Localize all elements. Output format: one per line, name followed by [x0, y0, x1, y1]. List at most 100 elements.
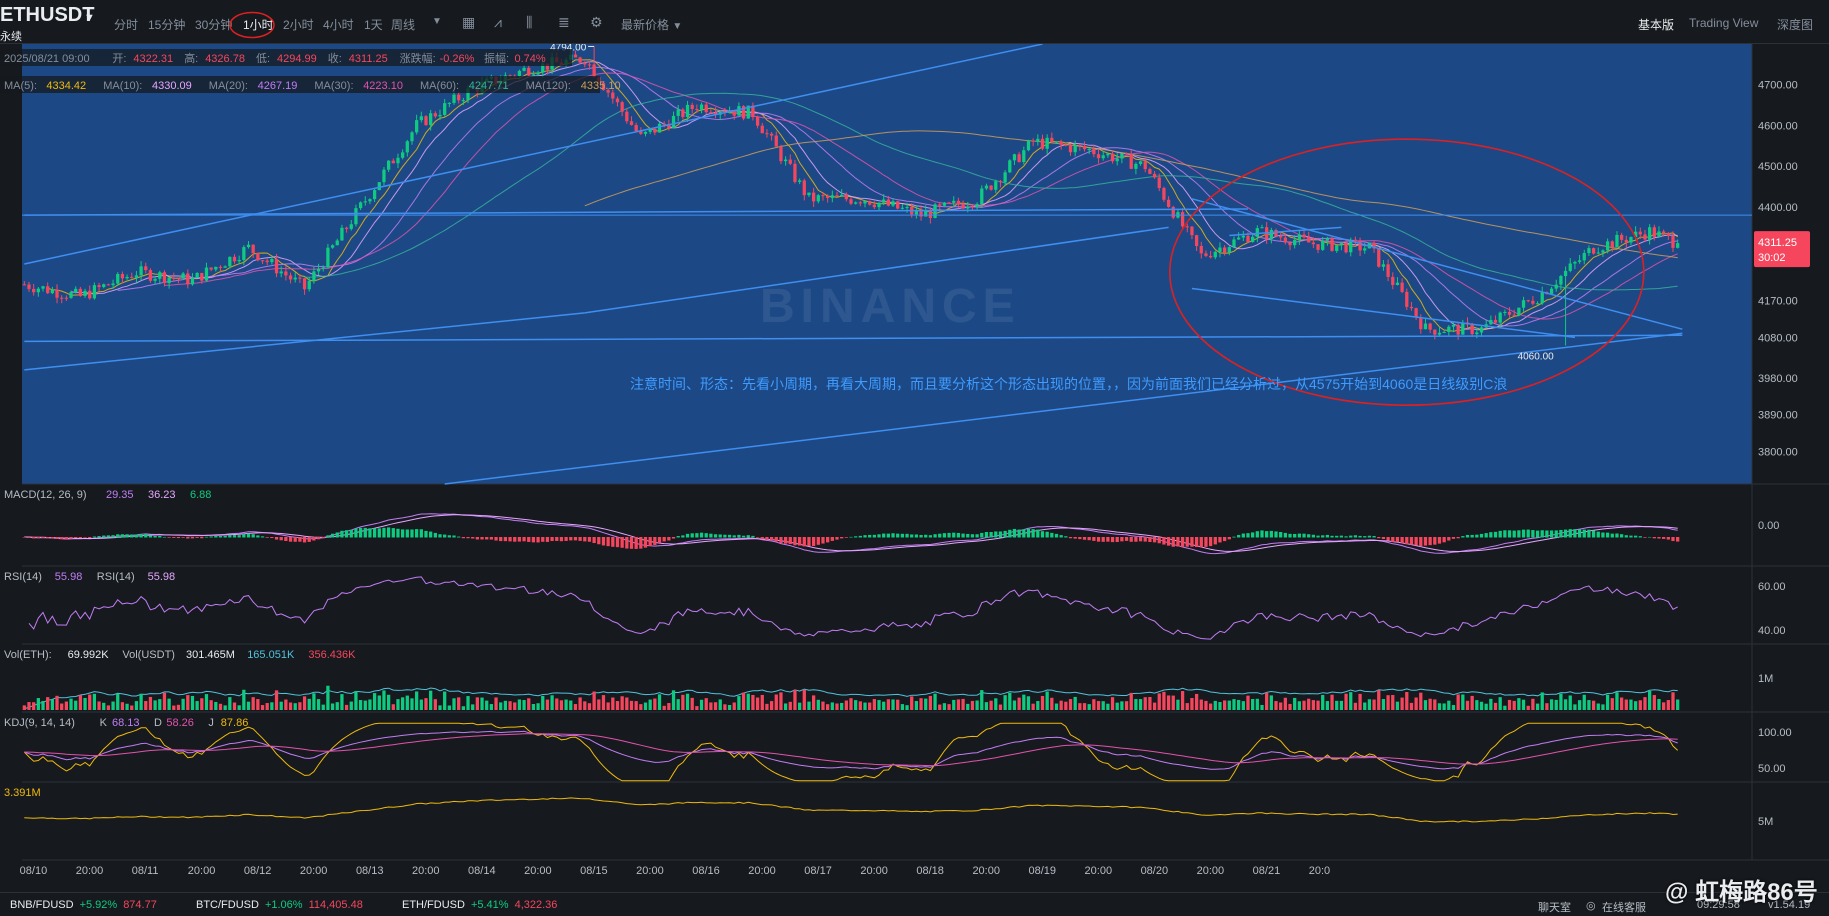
candle-body: [457, 94, 461, 101]
channel-lower-line-extension: [584, 226, 1169, 314]
view-tab-tradingview[interactable]: Trading View: [1689, 16, 1759, 30]
volume-bar: [1092, 699, 1096, 710]
timeframe-tab-1w[interactable]: 周线: [391, 18, 416, 32]
macd-histogram-bar: [1106, 537, 1110, 542]
current-price-tag: [1754, 231, 1810, 268]
macd-histogram-bar: [405, 529, 409, 538]
settings-gear-icon[interactable]: ⚙: [590, 14, 603, 30]
timeframe-tab-2h[interactable]: 2小时: [283, 18, 314, 32]
price-chart[interactable]: 4700.004600.004500.004400.004170.004080.…: [0, 44, 1829, 892]
volume-bar: [1321, 694, 1325, 710]
price-type-select[interactable]: 最新价格 ▼: [621, 16, 682, 33]
candle-body: [1605, 241, 1610, 251]
macd-histogram-bar: [480, 537, 484, 540]
volume-bar: [1115, 702, 1119, 710]
candle-body: [1447, 326, 1451, 333]
candle-body: [625, 111, 629, 122]
ma-legend-value: 4247.71: [469, 80, 509, 92]
candle-body: [302, 278, 307, 290]
volume-bar: [1204, 700, 1208, 710]
volume-bar: [1040, 695, 1045, 710]
macd-histogram-bar: [134, 534, 139, 538]
candle: [854, 201, 858, 205]
macd-histogram-bar: [783, 537, 788, 544]
timeframe-tab-15m[interactable]: 15分钟: [148, 18, 186, 32]
macd-histogram-bar: [340, 530, 344, 538]
macd-histogram-bar: [265, 537, 269, 538]
online-support-link[interactable]: 在线客服: [1602, 902, 1646, 914]
candle-body: [50, 289, 54, 294]
candle: [1638, 227, 1642, 239]
candle: [816, 194, 820, 204]
view-tab-basic[interactable]: 基本版: [1638, 18, 1675, 32]
headset-icon[interactable]: ◎: [1586, 900, 1596, 912]
candle-body: [438, 114, 442, 117]
macd-histogram-bar: [209, 536, 213, 538]
timeframe-tab-30m[interactable]: 30分钟: [195, 18, 233, 32]
volume-bar: [508, 701, 512, 710]
view-tab-depth[interactable]: 深度图: [1777, 18, 1814, 32]
timeframe-tab-4h[interactable]: 4小时: [323, 18, 354, 32]
ticker-btc[interactable]: BTC/FDUSD +1.06% 114,405.48: [196, 899, 363, 911]
macd-histogram-bar: [1283, 532, 1287, 538]
ticker-bnb[interactable]: BNB/FDUSD +5.92% 874.77: [10, 899, 157, 911]
volume-bar: [1498, 697, 1502, 710]
layout-icon[interactable]: ≣: [558, 14, 570, 30]
candle: [821, 192, 825, 201]
candle: [1615, 231, 1619, 248]
macd-histogram-bar: [1676, 537, 1680, 542]
binance-watermark: BINANCE: [760, 280, 1021, 333]
candle: [1517, 307, 1521, 317]
macd-histogram-bar: [755, 537, 760, 538]
volume-bar: [1138, 699, 1143, 710]
more-timeframes-chevron-icon[interactable]: ▼: [432, 16, 442, 27]
candle-body: [251, 244, 255, 254]
indicator-icon[interactable]: ⩘: [494, 14, 502, 30]
volume-bar: [1358, 693, 1362, 710]
candle-body: [176, 278, 181, 280]
macd-histogram-bar: [975, 534, 979, 538]
symbol-title[interactable]: ETHUSDT: [0, 4, 95, 26]
macd-histogram-bar: [1433, 537, 1437, 545]
candle-body: [545, 63, 550, 70]
price-axis-label: 4600.00: [1758, 120, 1798, 132]
candle: [260, 260, 265, 265]
volume-bar: [1559, 693, 1563, 710]
candle-body: [1241, 235, 1245, 238]
volume-bar: [480, 697, 484, 710]
macd-histogram-bar: [573, 537, 578, 541]
indicator-legend-value: 69.992K: [68, 649, 110, 661]
time-axis-label: 08/15: [580, 865, 608, 877]
timeframe-tab-1d[interactable]: 1天: [364, 18, 383, 32]
chat-room-link[interactable]: 聊天室: [1538, 902, 1571, 914]
candle-body: [1554, 284, 1558, 289]
volume-bar: [452, 698, 456, 710]
calendar-icon[interactable]: ▦: [462, 14, 476, 30]
timeframe-tab-1h[interactable]: 1小时: [243, 18, 274, 32]
timeframe-tab-line[interactable]: 分时: [114, 18, 139, 32]
macd-histogram-bar: [657, 537, 662, 544]
macd-histogram-bar: [900, 533, 905, 538]
macd-histogram-bar: [499, 537, 503, 542]
macd-histogram-bar: [751, 535, 755, 538]
ohlc-legend-item: 4311.25: [349, 53, 388, 65]
volume-bar: [1610, 698, 1614, 710]
candle-type-icon[interactable]: ⫼: [526, 14, 533, 30]
chevron-down-icon[interactable]: ▼: [84, 12, 95, 24]
macd-histogram-bar: [443, 534, 447, 538]
volume-bar: [1251, 699, 1255, 710]
macd-histogram-bar: [541, 537, 545, 542]
candle-body: [186, 273, 190, 285]
volume-bar: [64, 701, 69, 710]
candle-body: [919, 210, 923, 217]
volume-bar: [1171, 695, 1175, 710]
candle-body: [826, 195, 830, 198]
candle: [1540, 286, 1544, 305]
long-term-support-line: [444, 332, 1683, 485]
volume-bar: [938, 704, 942, 710]
macd-histogram-bar: [1540, 530, 1544, 538]
candle-countdown: 30:02: [1758, 252, 1786, 264]
macd-histogram-bar: [485, 537, 489, 540]
macd-histogram-bar: [1008, 529, 1012, 538]
ticker-eth[interactable]: ETH/FDUSD +5.41% 4,322.36: [402, 899, 557, 911]
